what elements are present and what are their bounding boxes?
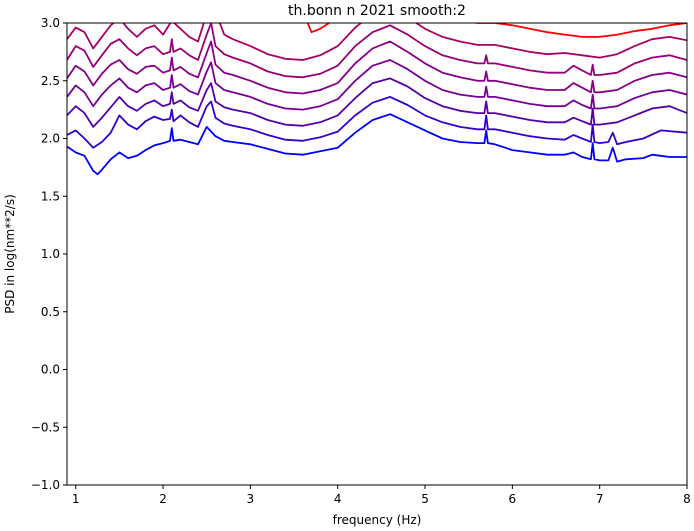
x-tick-label: 2 (159, 492, 167, 506)
series-line-6 (67, 23, 687, 79)
x-tick-label: 4 (334, 492, 342, 506)
x-tick-label: 5 (421, 492, 429, 506)
y-tick-label: 2.0 (41, 132, 60, 146)
y-axis: −1.0 −0.5 0.0 0.5 1.0 1.5 2.0 2.5 3.0 (31, 16, 67, 492)
y-tick-label: 1.0 (41, 247, 60, 261)
y-tick-label: 0.0 (41, 363, 60, 377)
y-tick-label: 2.5 (41, 74, 60, 88)
y-tick-label: −0.5 (31, 420, 60, 434)
series-line-4 (67, 59, 687, 111)
series-line-7 (67, 23, 687, 61)
chart-title: th.bonn n 2021 smooth:2 (288, 3, 466, 19)
series-layer (67, 23, 687, 176)
y-tick-label: 0.5 (41, 305, 60, 319)
x-tick-label: 3 (247, 492, 255, 506)
x-tick-label: 8 (683, 492, 691, 506)
x-axis: 1 2 3 4 5 6 7 8 (72, 485, 691, 506)
x-tick-label: 6 (509, 492, 517, 506)
series-line-3 (67, 77, 687, 128)
series-line-8 (306, 23, 687, 38)
y-axis-label: PSD in log(nm**2/s) (3, 194, 17, 314)
x-tick-label: 1 (72, 492, 80, 506)
series-line-5 (67, 40, 687, 95)
y-tick-label: 3.0 (41, 16, 60, 30)
x-tick-label: 7 (596, 492, 604, 506)
y-tick-label: 1.5 (41, 189, 60, 203)
x-axis-label: frequency (Hz) (333, 513, 422, 527)
series-line-1 (67, 113, 687, 176)
y-tick-label: −1.0 (31, 478, 60, 492)
series-line-2 (67, 96, 687, 149)
